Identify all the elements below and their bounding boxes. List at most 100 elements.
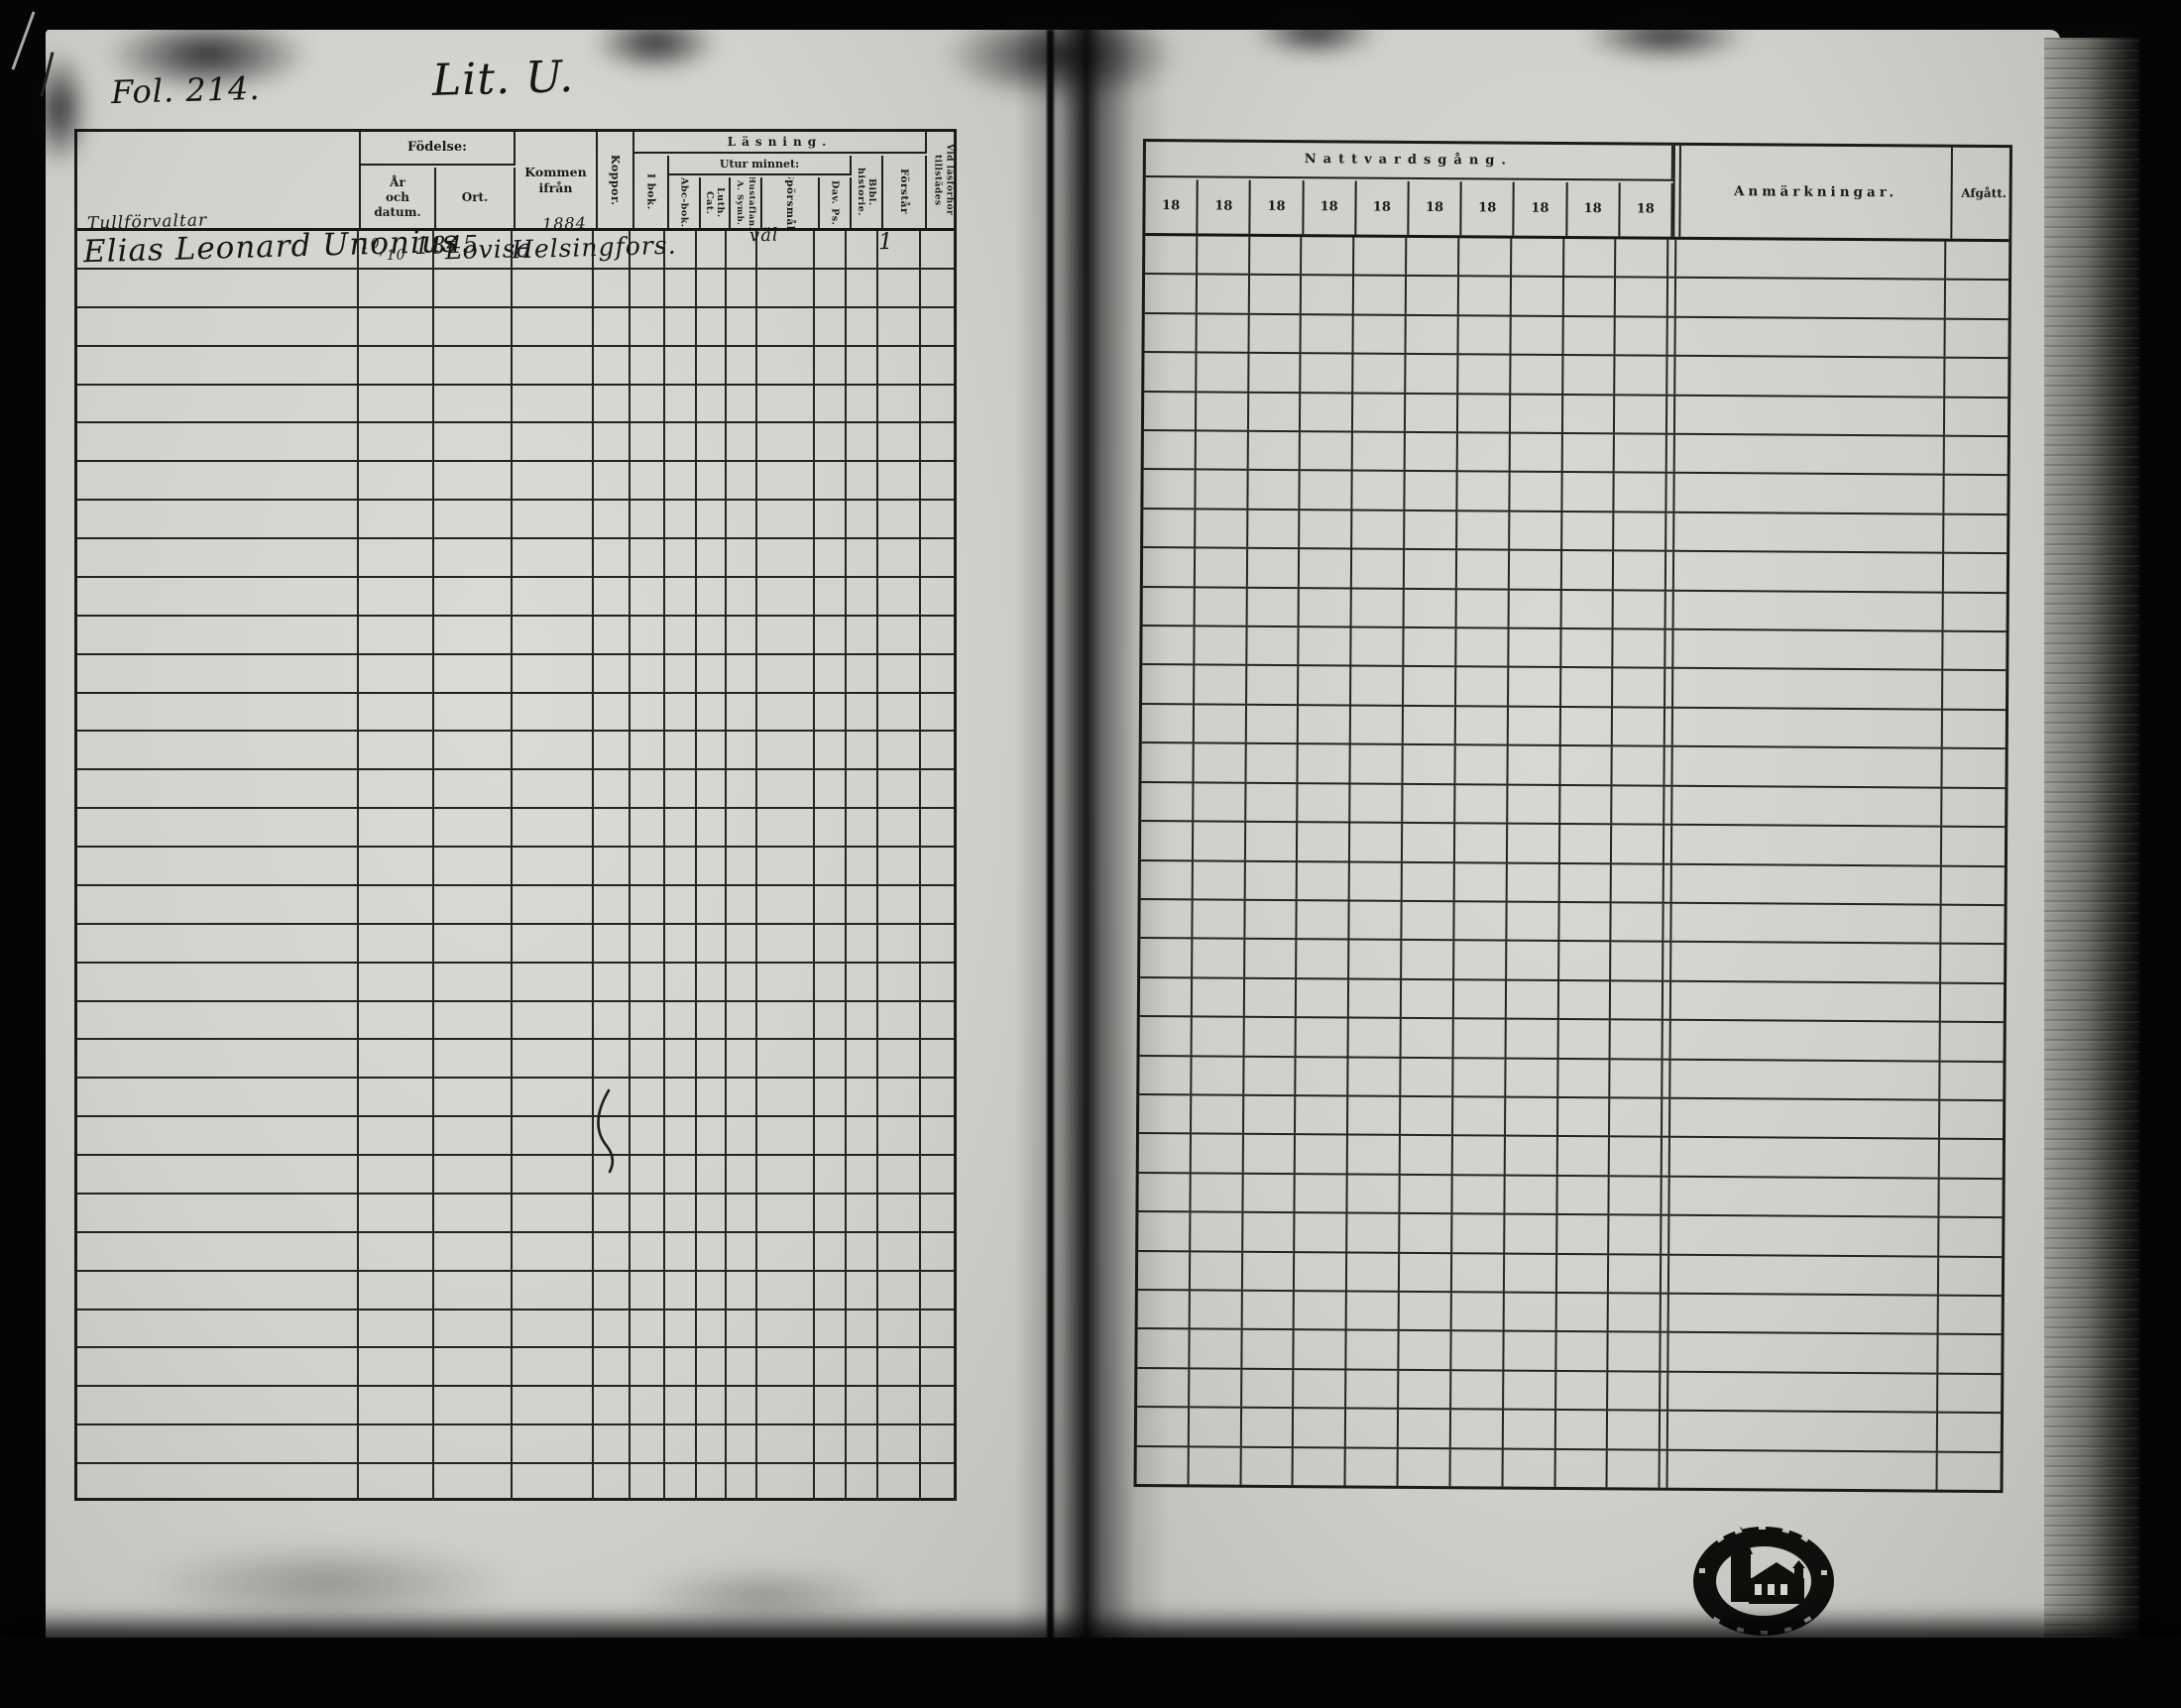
- grid-cell: [1946, 359, 2009, 397]
- grid-cell: [921, 1002, 954, 1039]
- grid-cell: [1665, 708, 1674, 746]
- grid-cell: [1406, 315, 1459, 354]
- grid-cell: [77, 462, 360, 500]
- ink-smudge: [591, 12, 720, 73]
- grid-cell: [1671, 864, 1943, 904]
- grid-cell: [727, 732, 758, 769]
- grid-cell: [1190, 1291, 1243, 1329]
- grid-cell: [77, 1079, 360, 1116]
- grid-cell: [594, 732, 631, 769]
- table-row: [77, 539, 954, 578]
- grid-cell: [1453, 1019, 1507, 1058]
- grid-cell: [1346, 1292, 1401, 1330]
- grid-cell: [757, 1309, 815, 1347]
- grid-cell: [434, 1079, 513, 1116]
- abc-book-header: Abc-bok.: [669, 177, 701, 228]
- grid-cell: [921, 1272, 954, 1309]
- table-row: [77, 732, 954, 771]
- reading-group-header: Läsning.: [634, 132, 927, 154]
- birth-group-header: Födelse:: [361, 132, 516, 166]
- grid-cell: [697, 963, 727, 1000]
- grid-cell: [1504, 1214, 1558, 1253]
- luther-catechism-header: Luth. Cat.: [701, 177, 731, 228]
- grid-cell: [1672, 708, 1944, 747]
- grid-cell: [594, 848, 631, 884]
- left-table-body: [77, 231, 954, 1501]
- grid-cell: [878, 1309, 922, 1347]
- grid-cell: [1664, 903, 1672, 942]
- grid-cell: [631, 963, 665, 1000]
- grid-cell: [434, 963, 513, 1000]
- grid-cell: [1661, 1372, 1669, 1410]
- grid-cell: [665, 848, 697, 884]
- grid-cell: [1670, 1060, 1941, 1099]
- grid-cell: [878, 1079, 922, 1116]
- grid-cell: [1354, 276, 1408, 314]
- grid-cell: [1295, 1174, 1349, 1212]
- grid-cell: [1451, 1370, 1505, 1409]
- grid-cell: [1405, 511, 1458, 549]
- grid-cell: [921, 1079, 954, 1115]
- grid-cell: [1354, 237, 1408, 276]
- table-row: [1143, 509, 2008, 555]
- grid-cell: [727, 385, 758, 422]
- grid-cell: [513, 346, 595, 384]
- table-row: [77, 462, 954, 502]
- table-row: [1142, 626, 2007, 672]
- grid-cell: [1662, 1177, 1670, 1214]
- grid-cell: [727, 577, 758, 615]
- grid-cell: [727, 809, 758, 846]
- grid-cell: [1190, 1251, 1243, 1290]
- table-row: [1140, 822, 2006, 867]
- grid-cell: [434, 1232, 513, 1270]
- grid-cell: [1510, 395, 1563, 432]
- grid-cell: [359, 1156, 434, 1193]
- grid-cell: [1664, 786, 1673, 824]
- grid-cell: [1614, 473, 1667, 512]
- grid-cell: [1669, 1215, 1940, 1256]
- grid-cell: [1405, 432, 1458, 471]
- grid-cell: [727, 307, 758, 345]
- grid-cell: [1613, 708, 1666, 745]
- grid-cell: [815, 231, 847, 268]
- grid-cell: [815, 1348, 847, 1386]
- grid-cell: [1245, 900, 1299, 939]
- grid-cell: [1506, 1019, 1559, 1058]
- page-edges-stack: [2044, 38, 2139, 1687]
- grid-cell: [1193, 860, 1246, 899]
- grid-cell: [631, 1156, 665, 1193]
- grid-cell: [665, 1464, 697, 1501]
- grid-cell: [1940, 1179, 2003, 1216]
- grid-cell: [1300, 549, 1353, 588]
- grid-cell: [1400, 1175, 1453, 1213]
- grid-cell: [1944, 632, 2007, 670]
- grid-cell: [1450, 1410, 1504, 1448]
- grid-cell: [77, 1387, 360, 1424]
- grid-cell: [594, 1232, 631, 1270]
- grid-cell: [1247, 548, 1301, 587]
- grid-cell: [1563, 278, 1617, 316]
- grid-cell: [434, 385, 513, 422]
- grid-cell: [878, 1001, 922, 1039]
- grid-cell: [1453, 979, 1507, 1018]
- table-row: [1142, 665, 2007, 711]
- grid-cell: [815, 1194, 847, 1231]
- grid-cell: [1941, 1023, 2004, 1061]
- table-row: [77, 1117, 954, 1156]
- grid-cell: [757, 539, 815, 576]
- grid-cell: [1246, 626, 1301, 665]
- grid-cell: [1300, 510, 1353, 548]
- grid-cell: [1505, 1176, 1558, 1214]
- grid-cell: [631, 1079, 665, 1116]
- table-row: [1142, 587, 2007, 633]
- grid-cell: [1672, 786, 1943, 826]
- book-fold-line: [1047, 30, 1054, 1667]
- grid-cell: [1943, 711, 2006, 748]
- grid-cell: [1300, 471, 1353, 510]
- grid-cell: [727, 1194, 758, 1231]
- grid-cell: [77, 885, 360, 923]
- grid-cell: [757, 1156, 815, 1193]
- grid-cell: [1404, 589, 1457, 627]
- grid-cell: [847, 963, 878, 1000]
